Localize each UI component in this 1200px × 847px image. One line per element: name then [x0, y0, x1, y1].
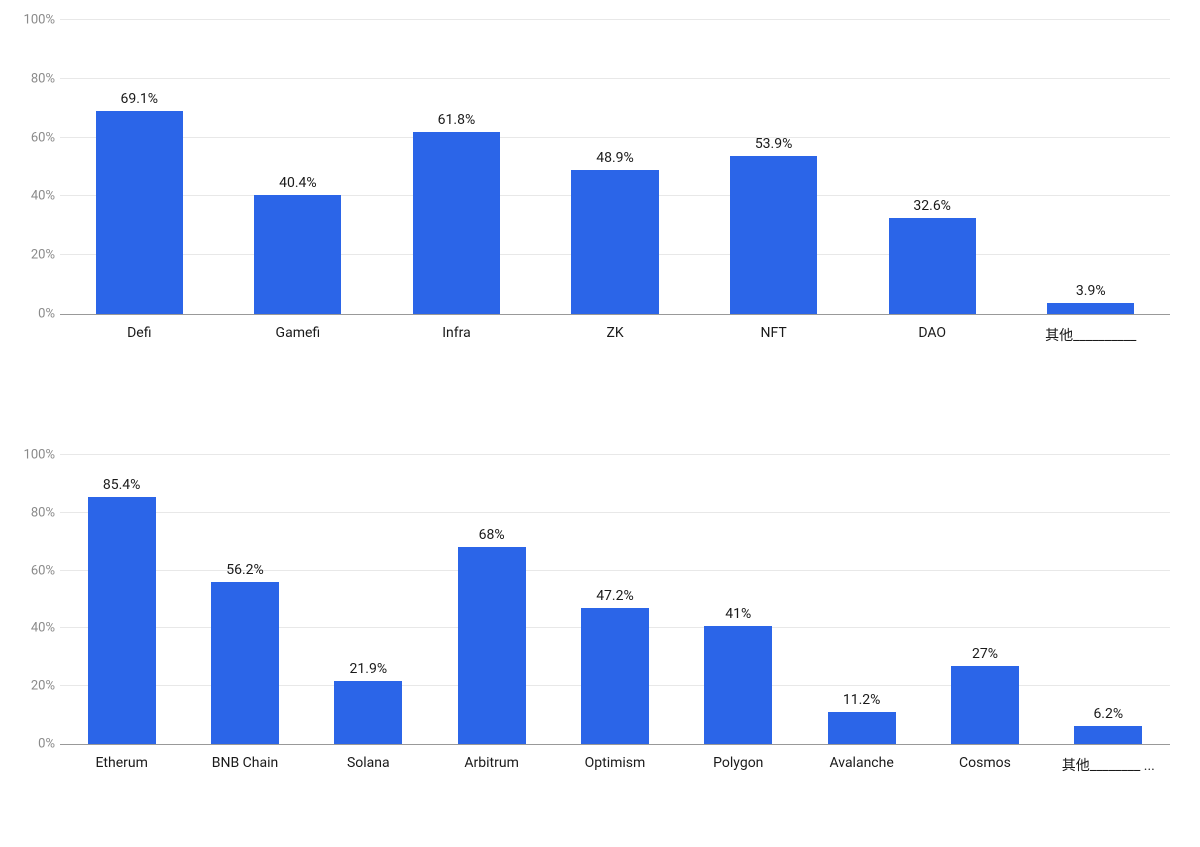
bar-slot: 68% — [430, 455, 553, 744]
bar-value-label: 6.2% — [1093, 706, 1123, 722]
x-tick-label: BNB Chain — [183, 745, 306, 775]
bar — [704, 626, 772, 744]
x-tick-label: Optimism — [553, 745, 676, 775]
x-axis-labels: EtherumBNB ChainSolanaArbitrumOptimismPo… — [60, 745, 1170, 775]
y-tick-label: 80% — [10, 505, 55, 520]
bar-value-label: 21.9% — [350, 661, 388, 677]
bar — [951, 666, 1019, 744]
bar-value-label: 53.9% — [755, 136, 793, 152]
x-tick-label: 其他__________ — [1011, 315, 1170, 345]
bar-value-label: 41% — [725, 606, 751, 622]
bar-value-label: 32.6% — [913, 198, 951, 214]
x-tick-label: Defi — [60, 315, 219, 345]
x-tick-label: ZK — [536, 315, 695, 345]
bar-value-label: 3.9% — [1076, 283, 1106, 299]
bar — [828, 712, 896, 744]
bar-value-label: 56.2% — [226, 562, 264, 578]
x-tick-label: DAO — [853, 315, 1012, 345]
y-tick-label: 20% — [10, 679, 55, 694]
bar-value-label: 68% — [479, 527, 505, 543]
x-tick-label: Arbitrum — [430, 745, 553, 775]
bar — [96, 111, 183, 314]
x-tick-label: Etherum — [60, 745, 183, 775]
x-tick-label: Cosmos — [923, 745, 1046, 775]
bar-slot: 41% — [677, 455, 800, 744]
x-tick-label: Gamefi — [219, 315, 378, 345]
bar-value-label: 48.9% — [596, 150, 634, 166]
plot-area: 0%20%40%60%80%100%85.4%56.2%21.9%68%47.2… — [60, 455, 1170, 745]
bar-slot: 11.2% — [800, 455, 923, 744]
bar-chart: 0% 20% 40% 60% 80% 100% 85.4% 56.2% 21.9% 68% 47.2… — [0, 345, 1200, 775]
x-tick-label: Avalanche — [800, 745, 923, 775]
y-tick-label: 100% — [10, 448, 55, 463]
bar-slot: 3.9% — [1011, 20, 1170, 314]
bar-slot: 48.9% — [536, 20, 695, 314]
bar — [1074, 726, 1142, 744]
plot-area: 0%20%40%60%80%100%69.1%40.4%61.8%48.9%53… — [60, 20, 1170, 315]
bar-slot: 27% — [923, 455, 1046, 744]
bar — [581, 608, 649, 744]
y-tick-label: 40% — [10, 189, 55, 204]
x-tick-label: NFT — [694, 315, 853, 345]
bar-value-label: 85.4% — [103, 477, 141, 493]
y-tick-label: 80% — [10, 71, 55, 86]
y-tick-label: 20% — [10, 248, 55, 263]
y-tick-label: 60% — [10, 563, 55, 578]
bar — [254, 195, 341, 314]
bar-slot: 40.4% — [219, 20, 378, 314]
charts-container: 0% 20% 40% 60% 80% 100% 69.1% 40.4% 61.8% 48.9% 53… — [0, 0, 1200, 775]
bar-chart: 0% 20% 40% 60% 80% 100% 69.1% 40.4% 61.8% 48.9% 53… — [0, 0, 1200, 345]
bar — [413, 132, 500, 314]
x-axis-labels: DefiGamefiInfraZKNFTDAO其他__________ — [60, 315, 1170, 345]
bar — [211, 582, 279, 744]
bar-slot: 47.2% — [553, 455, 676, 744]
y-tick-label: 60% — [10, 130, 55, 145]
x-tick-label: Polygon — [677, 745, 800, 775]
x-tick-label: Infra — [377, 315, 536, 345]
bar-value-label: 11.2% — [843, 692, 881, 708]
bar-value-label: 27% — [972, 646, 998, 662]
bar — [1047, 303, 1134, 314]
y-tick-label: 0% — [10, 737, 55, 752]
bar — [88, 497, 156, 744]
bar-value-label: 47.2% — [596, 588, 634, 604]
bar — [334, 681, 402, 744]
bar-slot: 53.9% — [694, 20, 853, 314]
bar-value-label: 61.8% — [438, 112, 476, 128]
bar — [889, 218, 976, 314]
bar — [730, 156, 817, 314]
bar-value-label: 69.1% — [121, 91, 159, 107]
y-tick-label: 0% — [10, 307, 55, 322]
bar — [458, 547, 526, 744]
bar — [571, 170, 658, 314]
y-tick-label: 100% — [10, 13, 55, 28]
bar-slot: 21.9% — [307, 455, 430, 744]
bar-value-label: 40.4% — [279, 175, 317, 191]
bar-slot: 69.1% — [60, 20, 219, 314]
bar-slot: 85.4% — [60, 455, 183, 744]
bar-slot: 61.8% — [377, 20, 536, 314]
x-tick-label: Solana — [307, 745, 430, 775]
bar-slot: 6.2% — [1047, 455, 1170, 744]
x-tick-label: 其他________ ... — [1047, 745, 1170, 775]
y-tick-label: 40% — [10, 621, 55, 636]
bar-slot: 56.2% — [183, 455, 306, 744]
bar-slot: 32.6% — [853, 20, 1012, 314]
